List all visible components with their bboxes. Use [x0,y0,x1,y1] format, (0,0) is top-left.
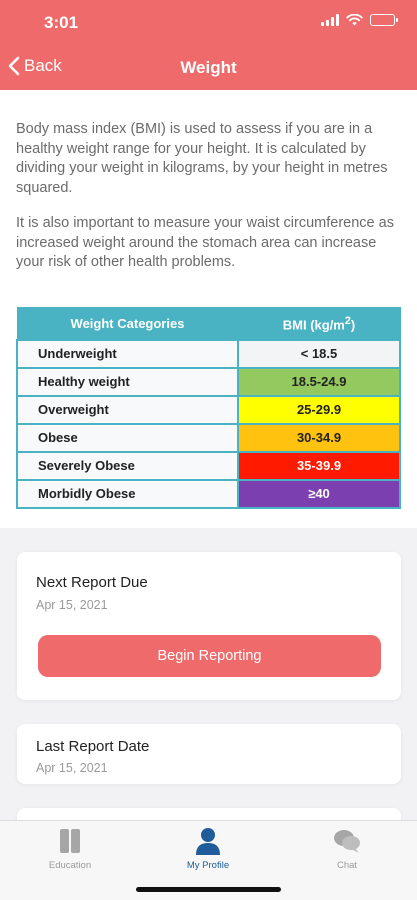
last-report-date: Apr 15, 2021 [36,761,108,775]
header-weight-categories: Weight Categories [16,307,239,340]
table-row: Overweight 25-29.9 [16,394,401,425]
header-bmi-close: ) [350,316,356,332]
navigation-bar: Back Weight [0,46,417,90]
app-header: 3:01 Back Weight [0,0,417,90]
status-bar: 3:01 [0,0,417,46]
tab-education[interactable]: Education [20,827,120,871]
table-row: Severely Obese 35-39.9 [16,450,401,481]
status-time: 3:01 [44,13,79,32]
bmi-range-cell: 25-29.9 [237,394,401,425]
chat-icon [334,830,360,853]
category-cell: Healthy weight [16,366,239,397]
category-cell: Obese [16,422,239,453]
chevron-left-icon [8,56,20,76]
begin-reporting-button[interactable]: Begin Reporting [38,635,381,677]
page-title: Weight [180,58,237,77]
bmi-range-cell: 30-34.9 [237,422,401,453]
bmi-range-cell: ≥40 [237,478,401,509]
tab-bar: Education My Profile Chat [0,820,417,900]
next-card-partial [17,808,401,820]
status-icons [321,14,398,26]
category-cell: Severely Obese [16,450,239,481]
waist-intro-text: It is also important to measure your wai… [16,215,394,270]
tab-my-profile[interactable]: My Profile [158,827,258,871]
book-icon [60,829,80,853]
tab-label-my-profile: My Profile [186,860,230,871]
main-content: Body mass index (BMI) is used to assess … [0,90,417,820]
header-bmi-superscript: 2 [344,314,351,327]
home-indicator [136,887,281,892]
next-report-card: Next Report Due Apr 15, 2021 Begin Repor… [17,552,401,700]
bmi-table-header: Weight Categories BMI (kg/m2) [16,307,401,340]
next-report-date: Apr 15, 2021 [36,598,108,612]
battery-icon [370,14,398,26]
tab-chat[interactable]: Chat [297,827,397,871]
wifi-icon [346,14,363,26]
bmi-range-cell: < 18.5 [237,338,401,369]
back-label: Back [24,56,62,75]
header-bmi-text: BMI (kg/m [282,316,345,332]
table-row: Morbidly Obese ≥40 [16,478,401,509]
back-button[interactable]: Back [8,56,62,76]
bmi-table: Weight Categories BMI (kg/m2) Underweigh… [16,307,401,509]
next-report-title: Next Report Due [36,574,148,591]
last-report-title: Last Report Date [36,738,150,755]
bmi-range-cell: 18.5-24.9 [237,366,401,397]
tab-label-education: Education [48,860,92,871]
tab-label-chat: Chat [336,860,358,871]
bmi-range-cell: 35-39.9 [237,450,401,481]
category-cell: Underweight [16,338,239,369]
person-icon [196,828,220,855]
category-cell: Overweight [16,394,239,425]
table-row: Healthy weight 18.5-24.9 [16,366,401,397]
cellular-signal-icon [321,14,339,26]
reports-section: Next Report Due Apr 15, 2021 Begin Repor… [0,528,417,820]
last-report-card: Last Report Date Apr 15, 2021 [17,724,401,784]
header-bmi: BMI (kg/m2) [237,307,401,340]
category-cell: Morbidly Obese [16,478,239,509]
table-row: Obese 30-34.9 [16,422,401,453]
table-row: Underweight < 18.5 [16,338,401,369]
bmi-intro-text: Body mass index (BMI) is used to assess … [16,121,388,196]
